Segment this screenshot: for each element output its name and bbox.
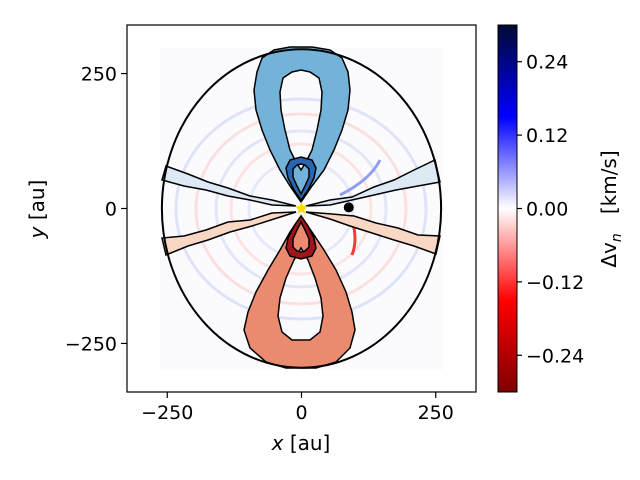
x-tick-label: −250 (141, 402, 193, 424)
upper-small-lobe (285, 156, 317, 202)
x-tick-label: 0 (295, 402, 307, 424)
colorbar-label: Δvn [km/s] (597, 150, 625, 267)
planet-marker (343, 202, 354, 213)
colorbar: 0.24 0.12 0.00 −0.12 −0.24 Δvn [km/s] (497, 24, 625, 393)
x-tick-label: 250 (418, 402, 454, 424)
left-lower-wedge (161, 211, 297, 257)
ring-red-1 (194, 112, 408, 306)
ring-red-2 (229, 142, 373, 276)
lower-small-lobe (285, 214, 317, 260)
star-marker (294, 201, 309, 215)
x-axis: −250 0 250 (141, 392, 454, 424)
colorbar-tick-label: 0.12 (526, 125, 568, 147)
y-tick-label: 250 (81, 64, 117, 86)
y-axis-label: y [au] (25, 180, 49, 240)
plot-area (127, 25, 476, 392)
colorbar-tick-label: 0.00 (526, 199, 568, 221)
ring-blue-1 (174, 97, 428, 321)
colorbar-tick-label: −0.24 (526, 345, 584, 367)
left-upper-wedge (161, 165, 297, 207)
colorbar-gradient (497, 24, 518, 393)
y-tick-label: −250 (65, 333, 117, 355)
y-axis: −250 0 250 (65, 64, 127, 355)
y-tick-label: 0 (105, 199, 117, 221)
ring-blue-2 (214, 129, 388, 289)
colorbar-ticks: 0.24 0.12 0.00 −0.12 −0.24 (517, 52, 584, 367)
upper-large-lobe (253, 46, 351, 204)
x-axis-label: x [au] (271, 431, 331, 455)
spiral-wake-blue (339, 159, 382, 197)
disk-outline (160, 48, 443, 369)
colorbar-tick-label: 0.24 (526, 52, 568, 74)
colorbar-tick-label: −0.12 (526, 272, 584, 294)
